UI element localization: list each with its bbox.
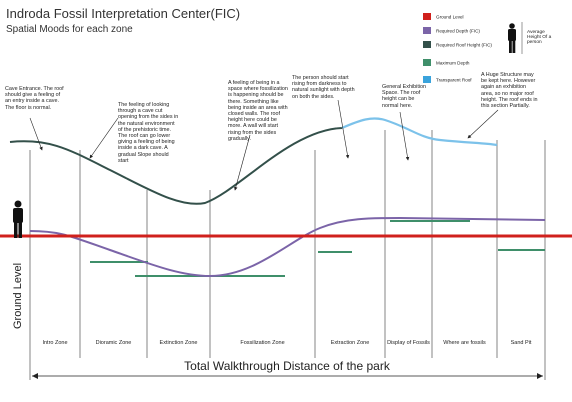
legend-swatch bbox=[423, 76, 431, 83]
legend-person bbox=[508, 23, 516, 53]
annotation: Cave Entrance. The roof should give a fe… bbox=[5, 86, 64, 111]
annotation: The feeling of looking through a cave cu… bbox=[118, 102, 179, 164]
dividers bbox=[29, 130, 546, 380]
annotation: The person should start rising from dark… bbox=[292, 75, 355, 100]
depth-line bbox=[29, 216, 546, 278]
legend-label: Maximum Depth bbox=[436, 61, 470, 66]
person-note: Average Height Of a person bbox=[527, 30, 552, 45]
side-label: Ground Level bbox=[12, 263, 24, 329]
person bbox=[13, 200, 23, 238]
zone-label: Display of Fossils bbox=[387, 340, 430, 346]
legend-swatch bbox=[423, 41, 431, 48]
zone-label: Dioramic Zone bbox=[96, 340, 132, 346]
legend-label: Required Roof Height (FIC) bbox=[436, 43, 492, 48]
zone-label: Sand Pit bbox=[511, 340, 532, 346]
legend-swatch bbox=[423, 27, 431, 34]
arrows bbox=[29, 99, 499, 191]
subtitle: Spatial Moods for each zone bbox=[6, 24, 133, 35]
transparent-roof bbox=[341, 117, 498, 147]
legend-swatch bbox=[423, 13, 431, 20]
legend-label: Transparent Roof bbox=[436, 78, 472, 83]
zone-label: Fossilization Zone bbox=[240, 340, 284, 346]
annotation: General Exhibition Space. The roof heigh… bbox=[382, 84, 427, 109]
title: Indroda Fossil Interpretation Center(FIC… bbox=[6, 6, 241, 21]
annotation: A Huge Structure may be kept here. Howev… bbox=[481, 72, 538, 110]
roof-line bbox=[9, 127, 343, 205]
legend-label: Ground Level bbox=[436, 15, 464, 20]
legend-label: Required Depth (FIC) bbox=[436, 29, 480, 34]
footer: Total Walkthrough Distance of the park bbox=[184, 359, 391, 373]
annotation: A feeling of being in a space where foss… bbox=[228, 80, 288, 142]
zone-label: Extraction Zone bbox=[331, 340, 370, 346]
zone-label: Intro Zone bbox=[42, 340, 67, 346]
zone-label: Where are fossils bbox=[443, 340, 486, 346]
legend-swatch bbox=[423, 59, 431, 66]
zone-label: Extinction Zone bbox=[160, 340, 198, 346]
